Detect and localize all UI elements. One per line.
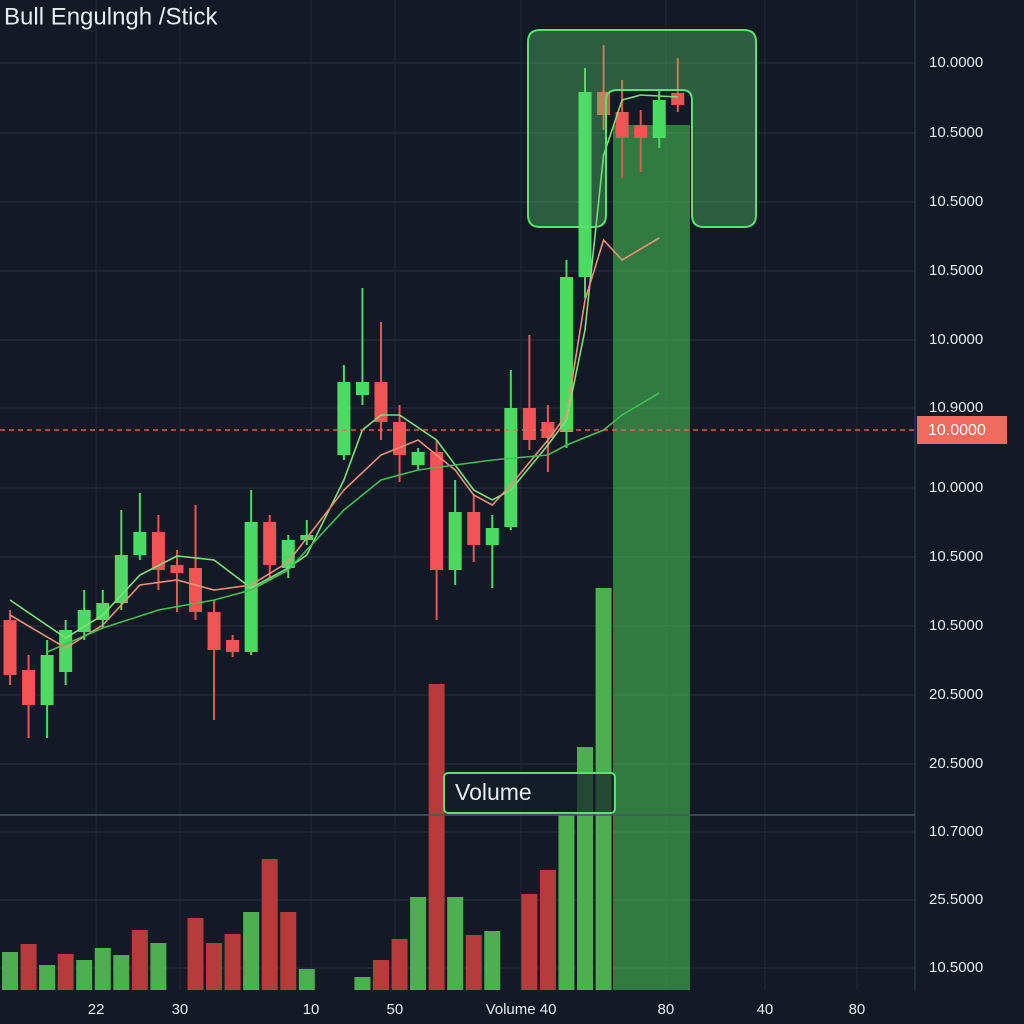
y-tick-label: 10.5000 [929,124,983,141]
candle-body [671,93,685,105]
candle-body [244,522,258,652]
highlight-box [527,29,757,228]
candle-body [77,610,91,632]
chart-title: Bull Engulngh /Stick [4,3,218,30]
volume-bar [298,969,315,990]
candle-body [59,630,73,672]
candle-body [467,512,481,545]
y-tick-label: 10.5000 [929,193,983,210]
candle-body [96,603,110,620]
candle-body [151,532,165,570]
y-tick-label: 10.5000 [929,548,983,565]
moving-averages [9,94,678,653]
volume-bar [410,897,427,990]
volume-bar [20,944,37,990]
y-tick-label: 10.0000 [929,479,983,496]
current-price-label: 10.0000 [928,422,986,439]
candle-body [430,452,444,570]
candle-body [355,382,369,395]
y-tick-label: 10.5000 [929,617,983,634]
volume-bar [354,977,371,990]
candle-body [504,408,518,527]
axis: 10.0000 10.5000 10.5000 10.5000 10.0000 10.90… [0,54,1007,1018]
volume-bar [131,930,148,990]
volume-bar [39,965,56,990]
candle-body [170,565,184,573]
candle-body [281,540,295,568]
x-tick-label: 80 [849,1001,866,1018]
moving-average [46,392,660,653]
x-tick-label: 10 [303,1001,320,1018]
volume-bar [391,939,408,990]
volume-bar [428,684,445,990]
volume-bar [94,948,111,990]
volume-bar [2,952,19,990]
x-tick-label: 22 [88,1001,105,1018]
candle-body [226,640,240,652]
highlight-bar [613,125,690,990]
candle-body [3,620,17,675]
candle-body [578,92,592,277]
candle-body [634,125,648,138]
candle-body [133,532,147,555]
candle-body [559,277,573,432]
volume-bar [150,943,167,990]
volume-bar [372,960,389,990]
y-tick-label: 10.0000 [929,331,983,348]
y-tick-label: 10.9000 [929,399,983,416]
x-tick-label: 30 [172,1001,189,1018]
candles [3,45,685,738]
volume-bars [2,588,612,990]
y-tick-label: 10.0000 [929,54,983,71]
volume-bar [447,897,464,990]
y-tick-label: 10.5000 [929,262,983,279]
volume-bar [187,918,204,990]
volume-label: Volume [455,779,532,805]
volume-tick-label: 10.7000 [929,823,983,840]
volume-bar [558,815,575,990]
volume-bar [57,954,74,990]
candle-body [263,522,277,565]
x-tick-label: Volume 40 [486,1001,557,1018]
candle-body [374,382,388,422]
current-price-tag [917,416,1007,444]
volume-bar [280,912,297,990]
volume-tick-label: 10.5000 [929,959,983,976]
x-tick-label: 80 [658,1001,675,1018]
volume-bar [243,912,260,990]
volume-bar [206,943,223,990]
candle-body [541,422,555,438]
candle-body [337,382,351,455]
volume-bar [465,935,482,990]
y-tick-label: 20.5000 [929,686,983,703]
candle-body [22,670,36,705]
volume-bar [261,859,278,990]
candle-body [189,568,203,612]
y-tick-label: 20.5000 [929,755,983,772]
x-tick-label: 40 [757,1001,774,1018]
moving-average [9,237,660,649]
moving-average [9,94,678,639]
volume-label-box [443,772,616,814]
volume-tick-label: 25.5000 [929,891,983,908]
volume-bar [76,960,93,990]
candle-body [40,655,54,705]
candle-body [485,528,499,545]
volume-bar [539,870,556,990]
volume-bar [224,934,241,990]
candle-body [615,112,629,138]
volume-bar [484,931,501,990]
volume-bar [113,955,130,990]
candle-body [448,512,462,570]
candle-body [207,612,221,650]
x-tick-label: 50 [387,1001,404,1018]
volume-bar [521,894,538,990]
candle-body [652,100,666,138]
candle-body [411,452,425,465]
candle-body [522,408,536,440]
